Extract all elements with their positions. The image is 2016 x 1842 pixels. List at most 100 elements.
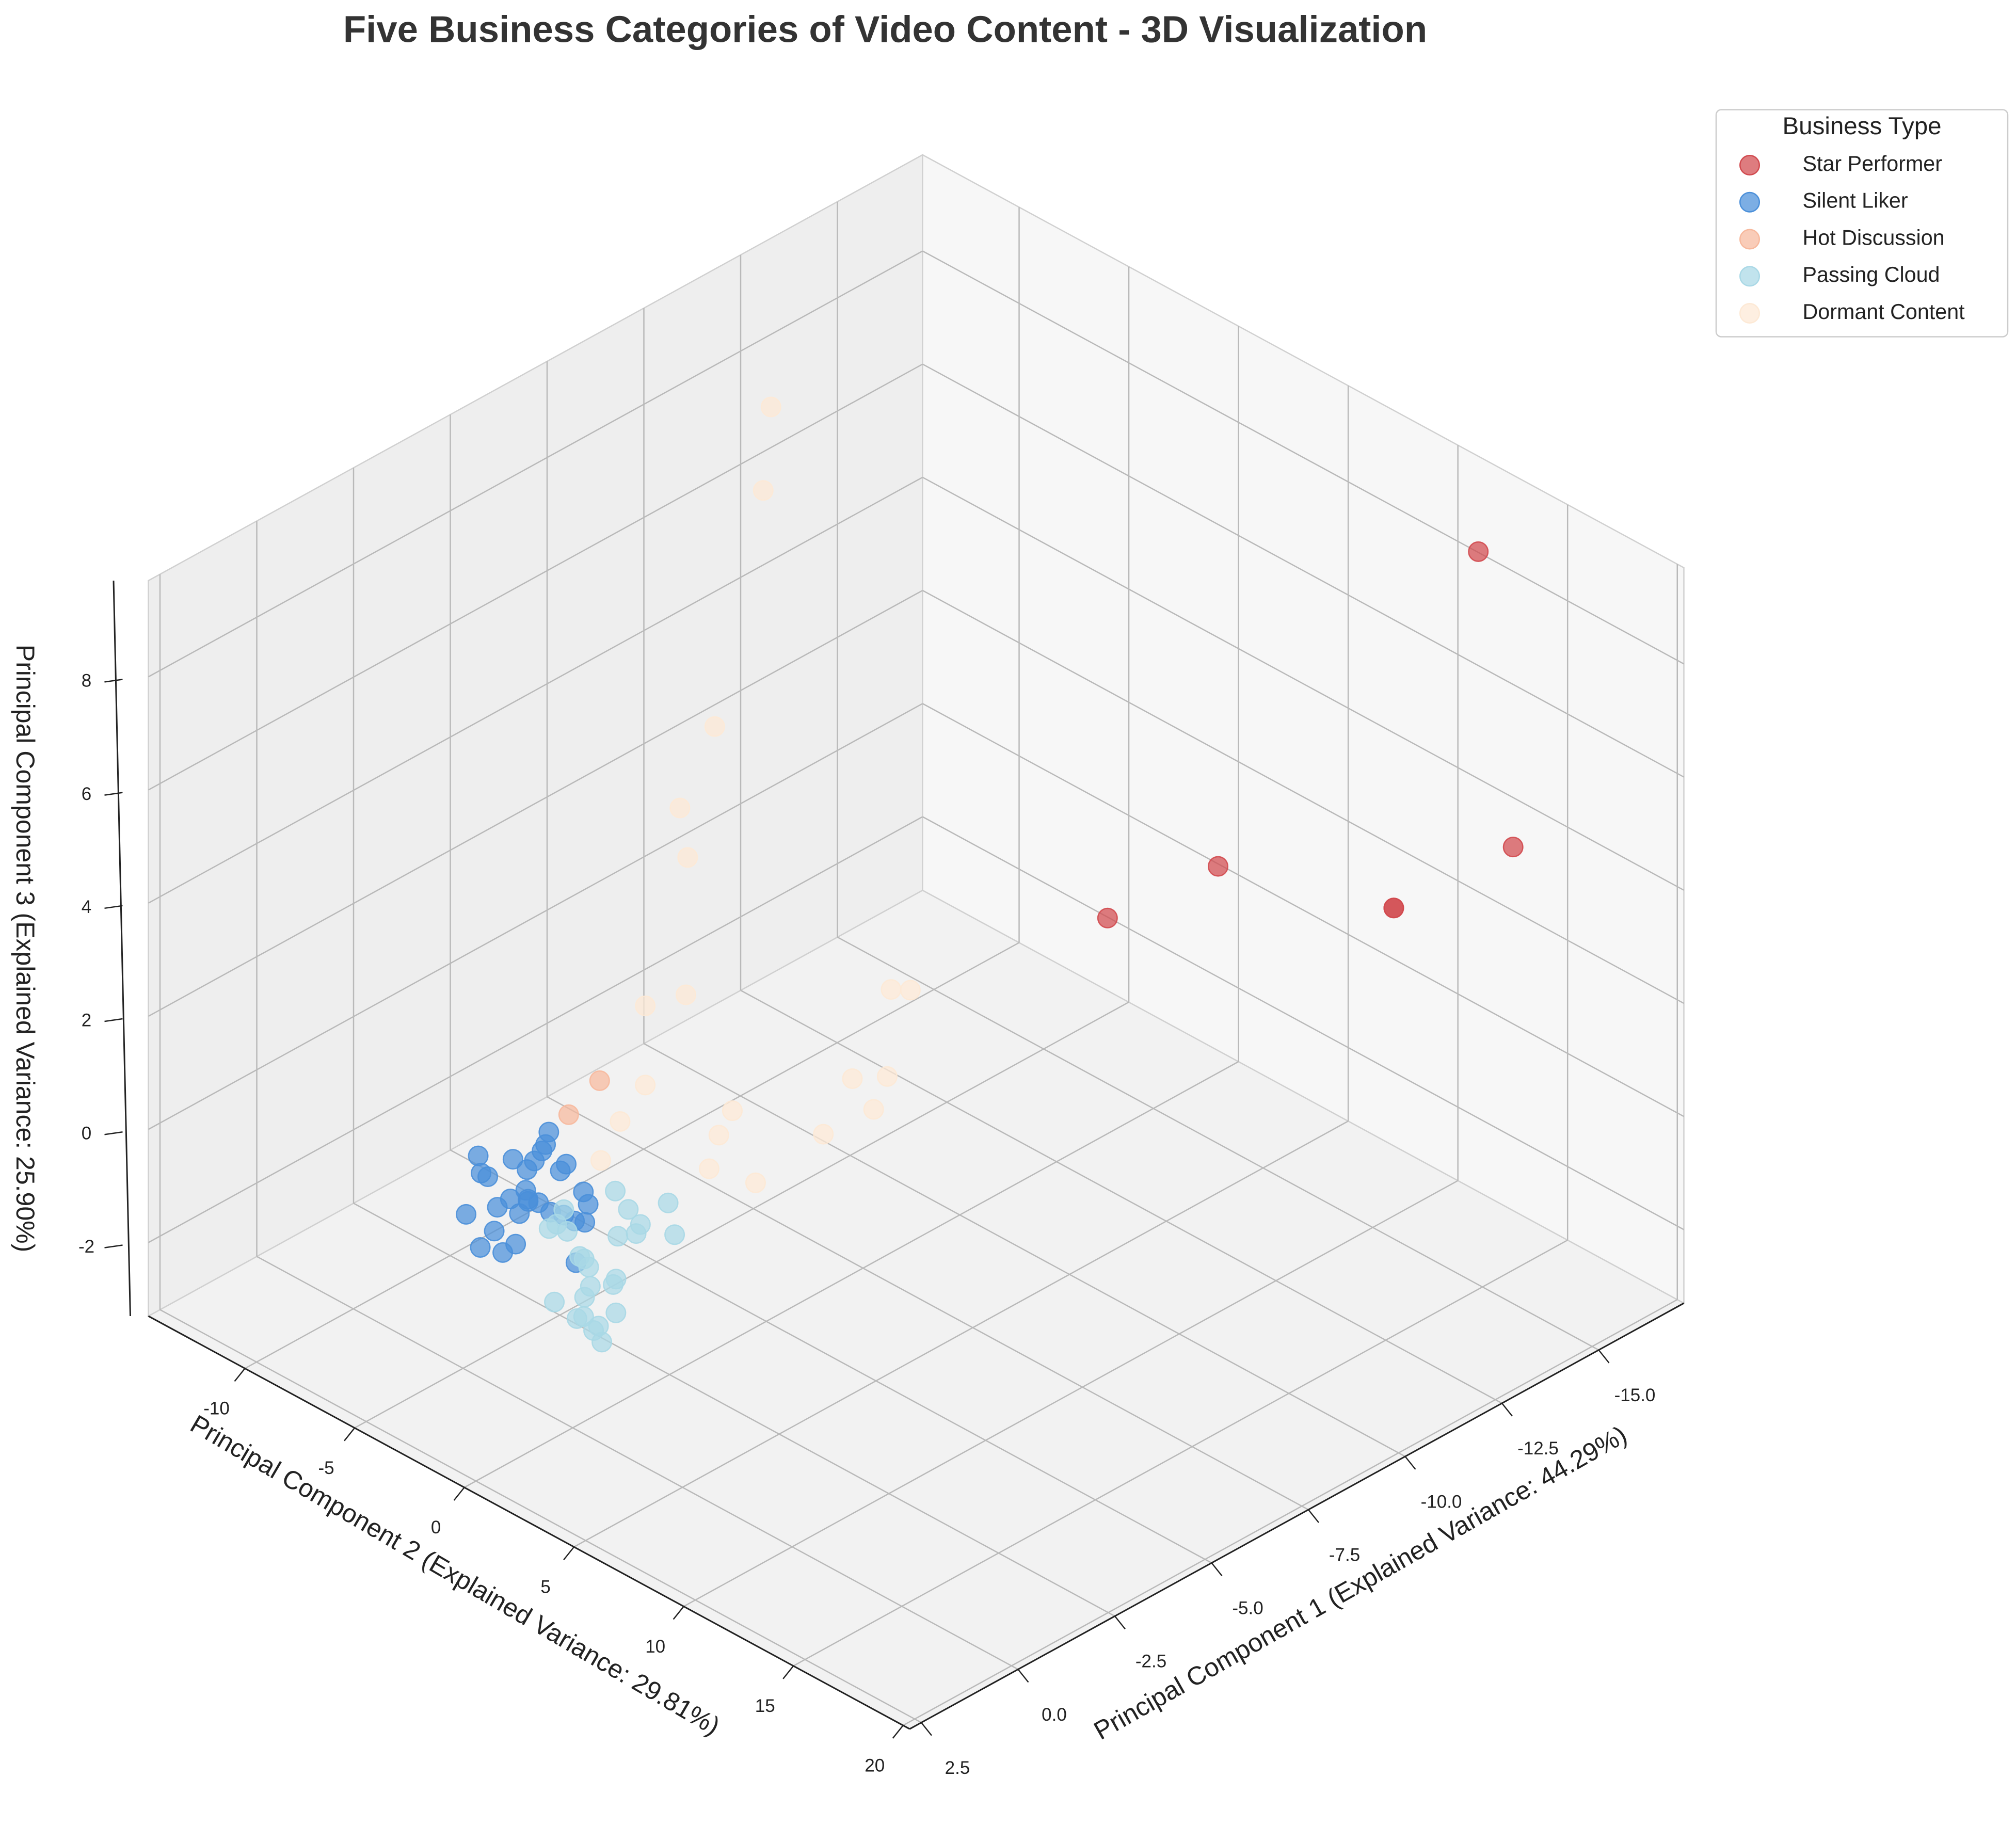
data-point [881,979,902,1000]
data-point [589,1070,610,1091]
legend-title: Business Type [1782,113,1941,140]
x-tick-mark [1114,1615,1126,1630]
grid-line [903,1299,1678,1726]
y-tick-mark [453,1487,465,1501]
data-point [900,980,921,1001]
x-tick-mark [1598,1349,1610,1364]
data-point [745,1172,766,1193]
data-point [470,1237,491,1258]
z-tick-label: 6 [82,784,91,804]
legend-label: Silent Liker [1803,189,1908,213]
y-tick-mark [673,1606,684,1620]
z-tick-mark [104,905,123,909]
x-tick-mark [1017,1669,1029,1683]
right-wall-pane [922,153,1685,1305]
grid-line [148,250,923,678]
data-point [500,1188,521,1209]
data-point [876,1066,898,1087]
data-point [618,1199,639,1220]
grid-line [922,476,1685,891]
grid-line [573,1120,1349,1548]
data-point [580,1276,601,1297]
z-axis-line [113,580,131,1317]
data-point [658,1192,679,1213]
grid-line [353,1203,1115,1617]
grid-line [793,1239,1568,1667]
data-point [605,1180,626,1202]
points [456,396,1524,1353]
z-axis-label: Principal Component 3 (Explained Varianc… [11,645,40,1253]
grid-line [159,1309,922,1723]
data-point [588,1316,609,1337]
x-axis-line [909,1302,1685,1730]
data-point [607,1226,629,1247]
x-tick-mark [1308,1509,1319,1523]
data-point [626,1223,647,1244]
data-point [1383,898,1404,919]
z-tick-label: 0 [82,1124,91,1144]
y-tick-mark [892,1725,904,1739]
data-point [760,396,781,418]
data-point [524,1150,545,1172]
x-tick-label: 0.0 [1042,1705,1067,1725]
legend-marker [1739,303,1760,324]
legend-marker [1739,266,1760,287]
data-point [509,1203,530,1224]
y-tick-mark [782,1665,794,1679]
grid-line [922,589,1685,1004]
data-point [603,1274,624,1295]
legend-marker [1739,191,1760,213]
legend-marker [1739,229,1760,250]
panes [147,153,1686,1730]
axes [104,580,1685,1739]
data-point [1207,856,1228,877]
x-tick-mark [1404,1456,1416,1470]
data-point [456,1204,477,1225]
data-point [813,1124,834,1145]
z-tick-label: 4 [82,897,91,917]
z-tick-mark [104,1018,123,1022]
data-point [842,1068,863,1089]
y-tick-label: 15 [755,1696,775,1716]
grid-line [922,250,1685,665]
data-point [698,1158,719,1179]
x-tick-label: 2.5 [945,1758,970,1778]
data-point [708,1125,729,1146]
x-tick-label: -7.5 [1329,1545,1360,1565]
z-tick-label: 8 [82,671,91,691]
grid-line [148,363,923,791]
data-point [704,716,725,737]
chart-title: Five Business Categories of Video Conten… [343,9,1427,51]
x-tick-label: -5.0 [1232,1598,1263,1619]
z-tick-mark [104,1131,123,1135]
grid-line [740,989,1502,1404]
z-tick-mark [104,792,123,796]
grid-line [354,1001,1129,1429]
data-point [635,1075,656,1096]
x-tick-mark [1211,1562,1223,1577]
grid-line [148,816,923,1243]
grid [148,201,1685,1726]
data-point [590,1150,611,1171]
data-point [605,1302,627,1323]
data-point [1502,837,1524,858]
legend-label: Dormant Content [1803,300,1965,324]
z-tick-label: -2 [78,1237,94,1257]
data-point [550,1160,571,1181]
data-point [722,1100,743,1122]
y-tick-label: -5 [318,1458,334,1478]
data-point [578,1257,599,1278]
data-point [669,797,691,819]
data-point [753,480,774,501]
grid-line [922,363,1685,778]
grid-line [683,1180,1459,1607]
x-tick-label: -2.5 [1135,1652,1166,1672]
grid-line [547,1096,1309,1511]
grid-line [922,703,1685,1117]
legend-label: Hot Discussion [1803,226,1945,249]
x-tick-mark [1501,1403,1513,1417]
grid-line [922,816,1685,1230]
data-point [664,1224,685,1245]
